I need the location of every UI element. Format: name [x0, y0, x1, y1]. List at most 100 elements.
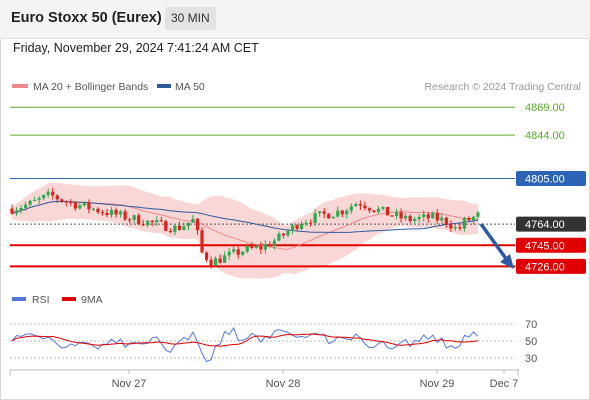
level-tag-label-pivot: 4805.00 [525, 173, 565, 185]
candle-body [250, 246, 254, 248]
x-axis-label: Nov 29 [420, 378, 455, 390]
candle-body [331, 216, 335, 219]
candle-body [399, 212, 403, 219]
candle-body [372, 210, 376, 212]
interval-badge[interactable]: 30 MIN [165, 7, 216, 30]
candle-body [51, 191, 55, 196]
candle-body [28, 200, 32, 205]
ma50-legend-swatch [157, 84, 171, 88]
candle-body [114, 209, 118, 215]
arrow-head-icon [500, 254, 514, 269]
candle-body [245, 246, 249, 252]
candle-body [381, 206, 385, 209]
ma20-legend-swatch [12, 84, 28, 88]
candle-body [295, 225, 299, 229]
candle-body [195, 218, 200, 231]
bollinger-band-fill [12, 182, 478, 279]
level-tag-label-support: 4726.00 [525, 261, 565, 273]
candle-body [299, 224, 304, 229]
candle-body [137, 215, 141, 225]
candle-body [209, 259, 213, 266]
bollinger-bands [12, 182, 478, 279]
candle-body [55, 195, 59, 200]
candle-body [390, 215, 394, 217]
candle-body [150, 220, 154, 223]
candle-body [159, 220, 163, 222]
candle-body [471, 216, 476, 221]
candle-body [82, 202, 86, 206]
instrument-title: Euro Stoxx 50 (Eurex) [11, 10, 162, 26]
candle-body [23, 204, 28, 209]
level-tag-current [516, 216, 586, 232]
candle-body [367, 208, 372, 211]
candle-body [349, 206, 353, 211]
candle-body [33, 199, 37, 201]
candle-body [313, 213, 317, 223]
candle-body [96, 208, 100, 213]
candle-body [213, 258, 218, 266]
candle-body [91, 208, 96, 210]
rsi-tick-label: 50 [525, 336, 537, 348]
candle-body [290, 225, 295, 232]
candle-body [155, 220, 159, 223]
candle-body [227, 251, 231, 256]
candle-body [376, 208, 381, 212]
candle-body [404, 215, 408, 219]
candle-body [19, 208, 23, 211]
candle-body [358, 204, 362, 206]
level-tag-support [516, 237, 586, 253]
candle-body [42, 194, 46, 199]
level-tag-label-current: 4764.00 [525, 219, 565, 231]
candle-body [46, 191, 50, 195]
candle-body [200, 230, 204, 253]
candle-body [236, 249, 240, 255]
candle-body [440, 217, 444, 221]
candle-body [87, 202, 91, 210]
rsi-legend-swatch [12, 297, 26, 301]
level-tag-pivot [516, 170, 586, 186]
candle-body [164, 220, 168, 231]
rsi-tick-label: 30 [525, 353, 537, 365]
ma50-legend-label: MA 50 [175, 81, 205, 93]
level-label-target: 4869.00 [525, 102, 565, 114]
candle-body [413, 219, 417, 221]
candle-body [73, 202, 77, 209]
candle-body [128, 219, 132, 221]
candle-body [241, 251, 245, 255]
candle-body [223, 255, 227, 263]
x-axis-label: Nov 28 [266, 378, 301, 390]
candle-body [385, 206, 390, 216]
candle-body [69, 202, 73, 204]
candle-body [118, 211, 123, 215]
candle-body [168, 230, 172, 233]
candle-body [272, 240, 277, 247]
candle-body [123, 211, 127, 220]
candle-body [109, 209, 114, 216]
x-axis-label: Nov 27 [112, 378, 147, 390]
candle-body [286, 231, 290, 236]
chart-datetime: Friday, November 29, 2024 7:41:24 AM CET [13, 41, 259, 55]
candle-body [78, 205, 82, 209]
candle-body [394, 212, 399, 217]
level-tag-label-support: 4745.00 [525, 240, 565, 252]
candle-body [37, 198, 41, 200]
candle-body [277, 233, 281, 241]
candle-body [426, 214, 430, 219]
candle-body [304, 222, 308, 225]
candle-body [327, 213, 331, 219]
candle-body [132, 215, 136, 220]
candle-body [408, 215, 412, 221]
candle-body [449, 224, 453, 229]
candle-body [177, 225, 181, 230]
candle-body [322, 211, 326, 214]
candle-body [268, 244, 272, 247]
chart-header: Euro Stoxx 50 (Eurex) 30 MIN [0, 0, 590, 39]
ma20-legend-label: MA 20 + Bollinger Bands [33, 81, 148, 93]
price-levels [10, 106, 515, 268]
ma9-legend-label: 9MA [81, 294, 103, 306]
candle-body [105, 212, 109, 216]
candle-body [422, 214, 426, 217]
candle-body [10, 208, 14, 214]
candle-body [336, 210, 340, 217]
